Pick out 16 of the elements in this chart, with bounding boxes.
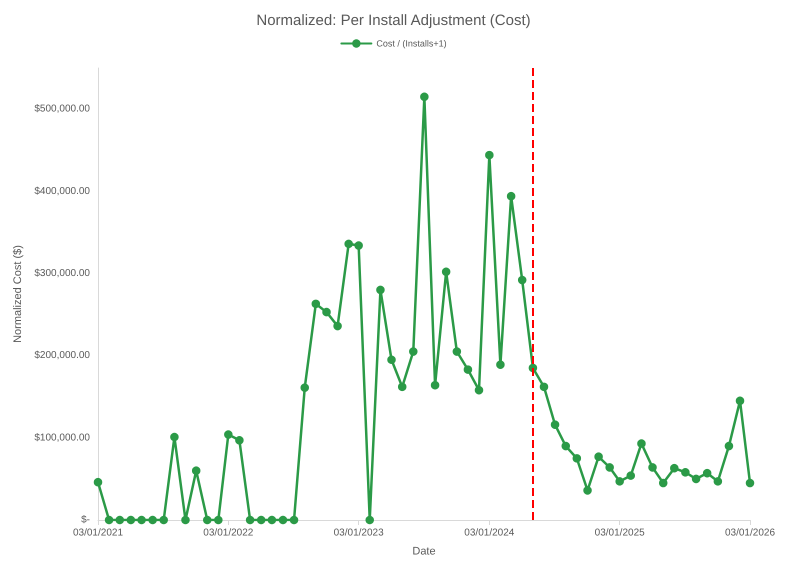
y-tick-label: $400,000.00: [34, 186, 90, 197]
x-tick-label: 03/01/2022: [203, 528, 254, 538]
y-tick-label: $100,000.00: [34, 432, 90, 444]
y-tick-label: $-: [81, 514, 90, 526]
x-tick-label: 03/01/2024: [464, 528, 515, 538]
y-tick-label: $500,000.00: [34, 104, 90, 115]
legend-label: Cost / (Installs+1): [376, 38, 447, 48]
y-tick-label: $300,000.00: [34, 268, 90, 279]
x-tick-label: 03/01/2025: [594, 528, 646, 538]
chart-title: Normalized: Per Install Adjustment (Cost): [256, 12, 531, 29]
x-tick-label: 03/01/2026: [724, 528, 776, 538]
x-tick-label: 03/01/2021: [72, 528, 124, 538]
x-axis-title: Date: [412, 546, 436, 558]
x-tick-label: 03/01/2023: [334, 528, 384, 538]
y-axis-title: Normalized Cost ($): [12, 245, 24, 343]
y-tick-label: $200,000.00: [34, 350, 90, 362]
